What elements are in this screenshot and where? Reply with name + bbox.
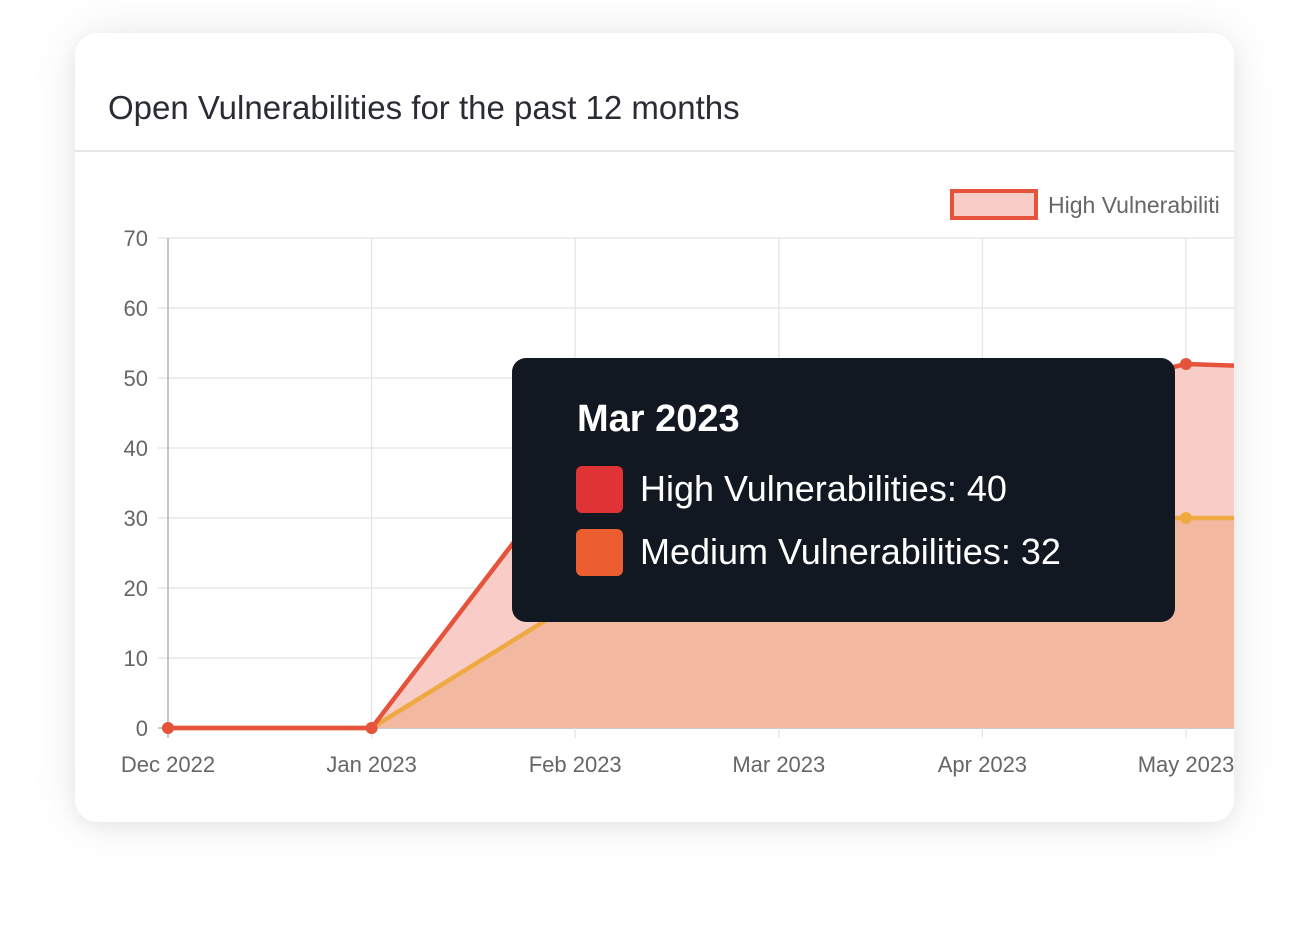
x-tick-label: Apr 2023	[938, 752, 1027, 777]
tooltip-title: Mar 2023	[577, 398, 740, 440]
tooltip-text-high: High Vulnerabilities: 40	[640, 468, 1007, 509]
chart-legend: High Vulnerabiliti	[950, 189, 1220, 220]
y-tick-label: 0	[136, 716, 148, 741]
y-axis-ticks: 0 10 20 30 40 50 60 70	[124, 226, 148, 741]
tooltip-row-high: High Vulnerabilities: 40	[576, 465, 1007, 513]
tooltip-text-medium: Medium Vulnerabilities: 32	[640, 531, 1061, 572]
point-medium-vulnerabilities	[1180, 512, 1192, 524]
y-tick-label: 70	[124, 226, 148, 251]
legend-swatch[interactable]	[950, 189, 1038, 220]
x-tick-label: Jan 2023	[326, 752, 417, 777]
tooltip-swatch-medium	[576, 528, 623, 576]
y-tick-label: 30	[124, 506, 148, 531]
chart-card: Open Vulnerabilities for the past 12 mon…	[75, 33, 1234, 822]
card-header: Open Vulnerabilities for the past 12 mon…	[75, 33, 1234, 152]
y-tick-label: 50	[124, 366, 148, 391]
point-high-vulnerabilities	[1180, 358, 1192, 370]
y-tick-label: 10	[124, 646, 148, 671]
point-high-vulnerabilities	[365, 722, 378, 734]
x-tick-label: May 2023	[1138, 752, 1234, 777]
y-tick-label: 60	[124, 296, 148, 321]
legend-label-high-vulnerabilities[interactable]: High Vulnerabiliti	[1048, 192, 1220, 218]
chart-tooltip: Mar 2023 High Vulnerabilities: 40 Medium…	[512, 358, 1175, 622]
x-tick-label: Mar 2023	[732, 752, 825, 777]
tooltip-row-medium: Medium Vulnerabilities: 32	[576, 528, 1061, 576]
x-tick-label: Feb 2023	[529, 752, 622, 777]
y-tick-label: 20	[124, 576, 148, 601]
tooltip-swatch-high	[576, 465, 623, 513]
point-high-vulnerabilities	[162, 722, 174, 734]
x-tick-label: Dec 2022	[121, 752, 215, 777]
x-axis-ticks: Dec 2022 Jan 2023 Feb 2023 Mar 2023 Apr 2023…	[121, 752, 1234, 777]
y-tick-label: 40	[124, 436, 148, 461]
card-title: Open Vulnerabilities for the past 12 mon…	[108, 89, 740, 126]
